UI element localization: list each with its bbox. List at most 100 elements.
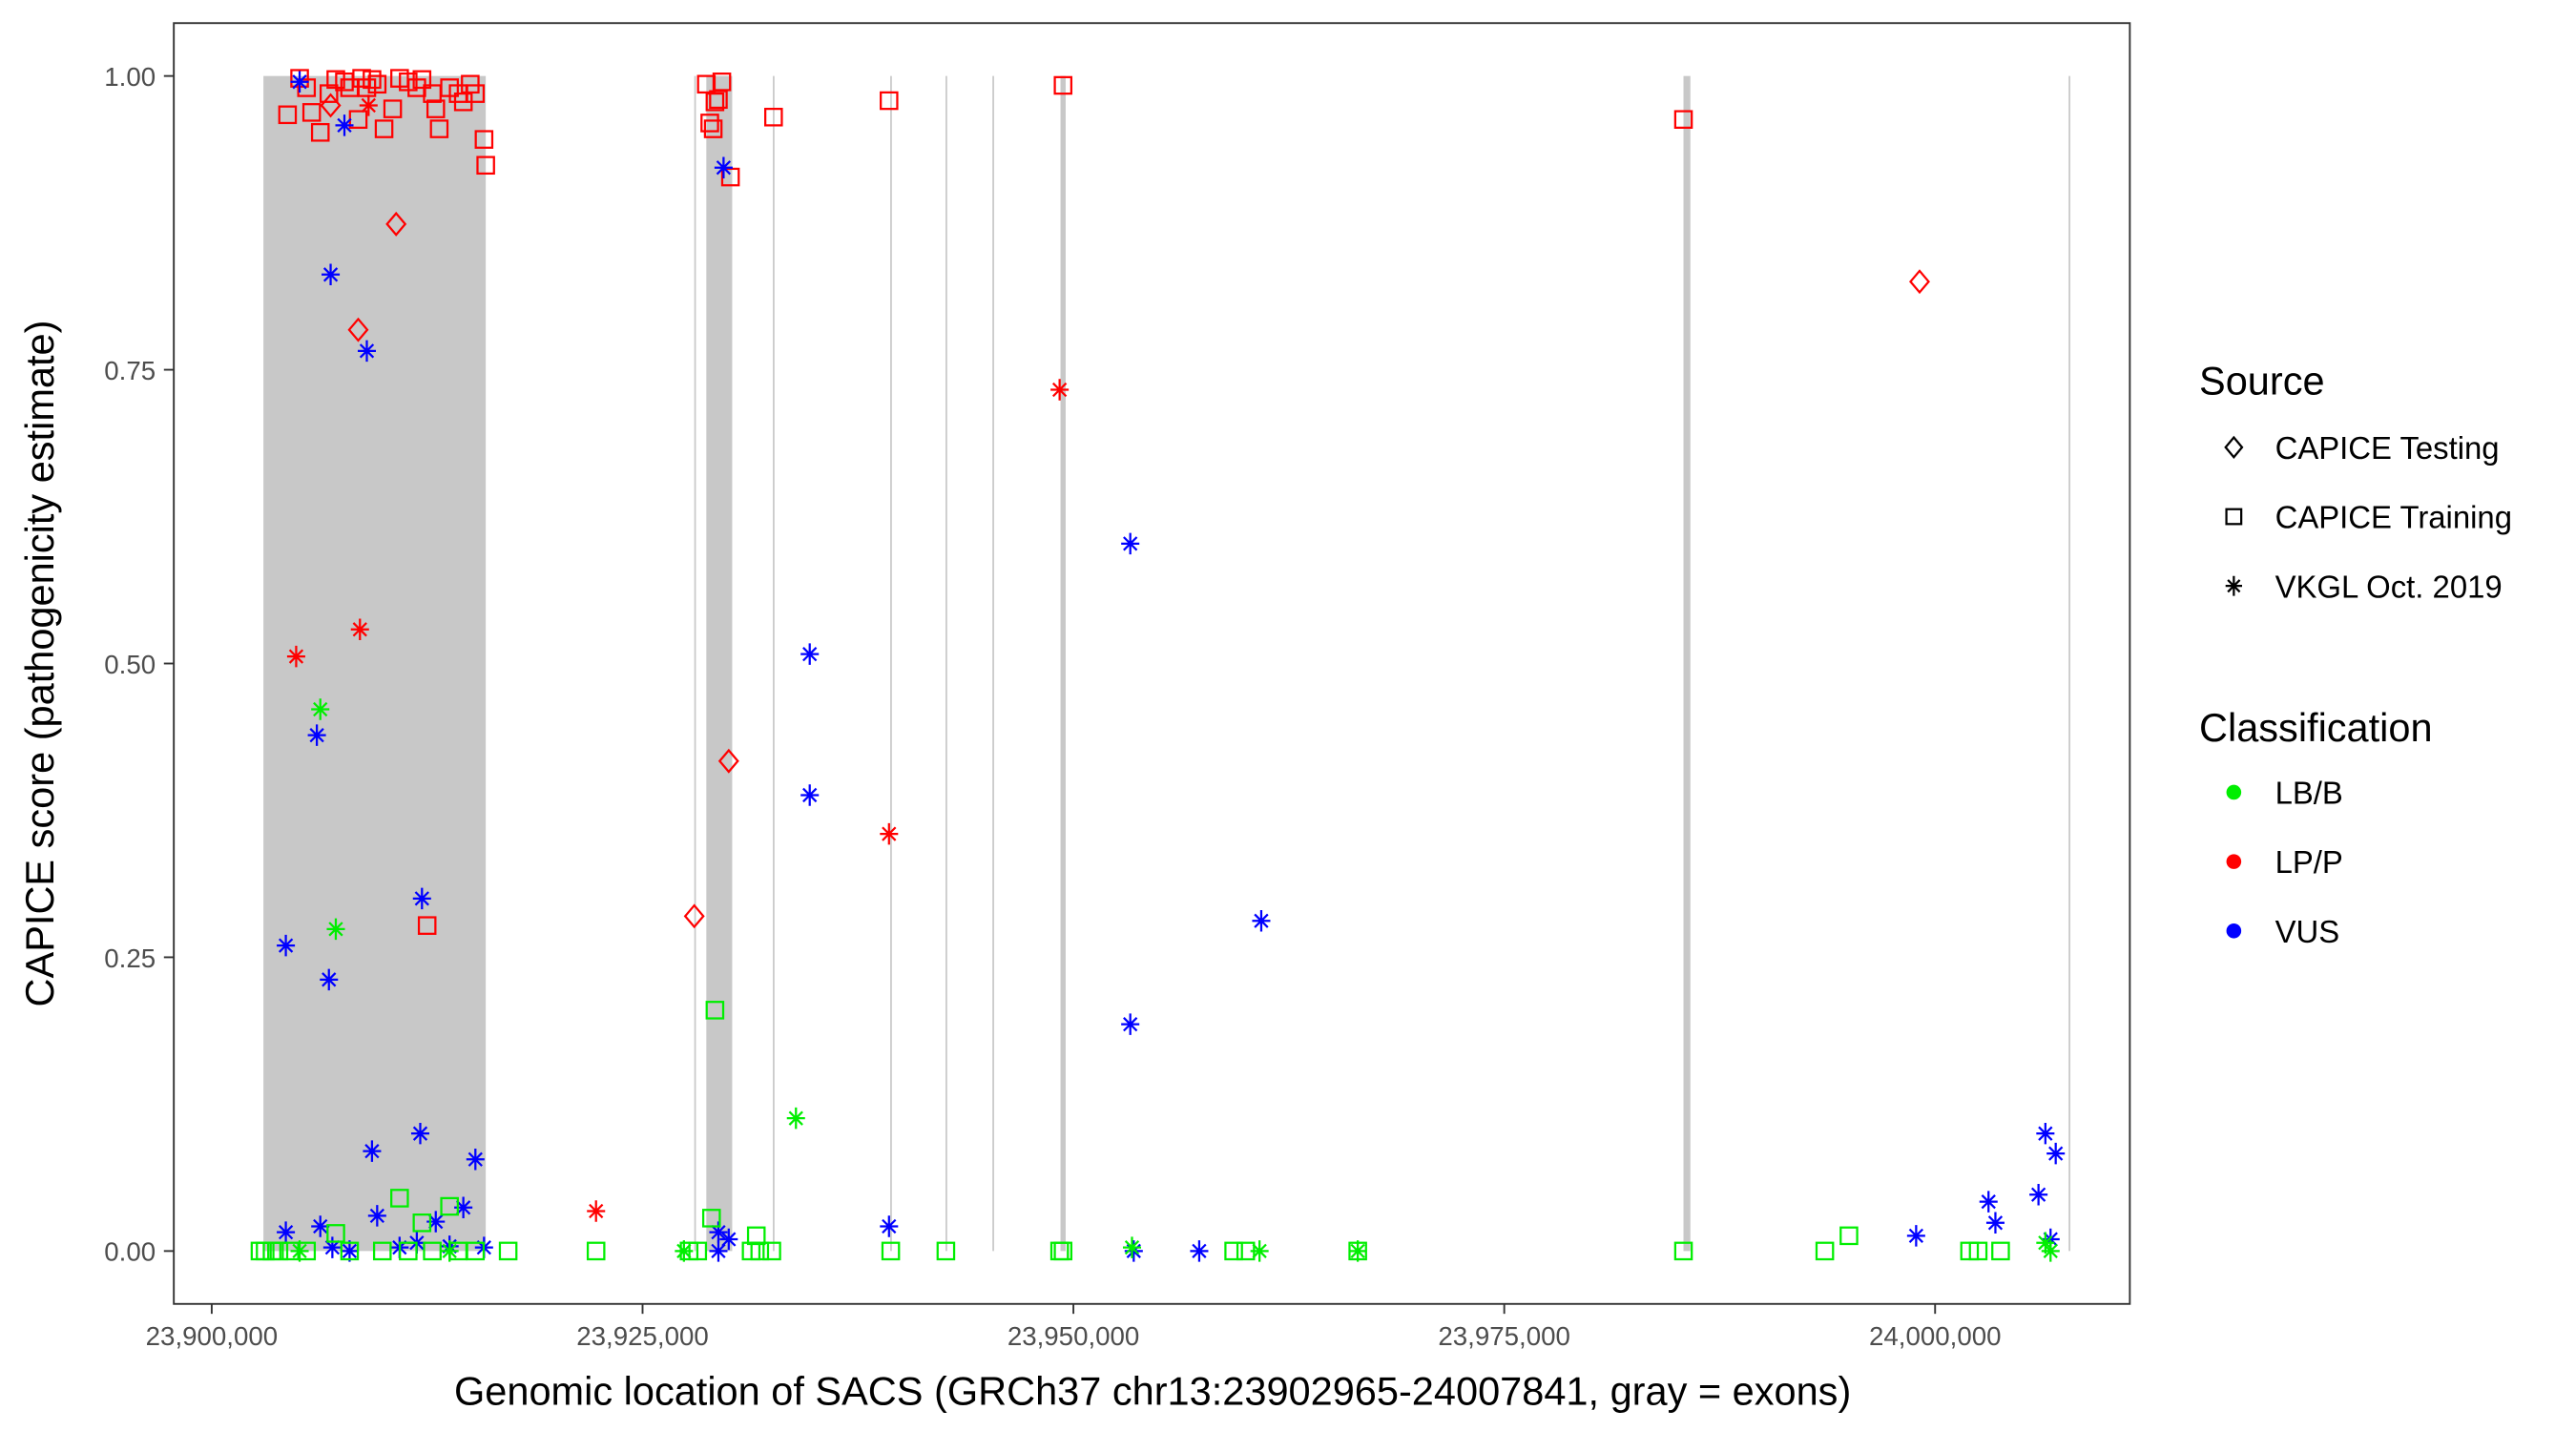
data-point-square (399, 1241, 418, 1261)
data-point-square (1839, 1226, 1859, 1246)
data-point-asterisk (326, 918, 345, 941)
data-point-square (880, 91, 899, 111)
data-point-asterisk (311, 698, 330, 720)
x-tick-label: 24,000,000 (1869, 1321, 2002, 1351)
data-point-asterisk (1250, 1240, 1269, 1262)
data-point-square (709, 90, 728, 110)
data-point-square (310, 122, 330, 142)
exon-band (773, 75, 775, 1252)
data-point-square (700, 114, 719, 133)
data-point-asterisk (786, 1107, 805, 1130)
data-point-square (1348, 1241, 1367, 1261)
legend-dot-icon (2226, 923, 2242, 939)
data-point-asterisk (311, 1215, 330, 1237)
data-point-square (701, 1209, 721, 1228)
data-point-square (423, 1241, 442, 1261)
data-point-asterisk (322, 1236, 342, 1258)
data-point-square (297, 78, 317, 97)
data-point-square (1673, 110, 1693, 129)
data-point-square (367, 74, 387, 94)
data-point-asterisk (359, 94, 378, 116)
data-point-asterisk (800, 784, 820, 806)
data-point-square (461, 74, 480, 94)
data-point-diamond (347, 317, 369, 342)
data-point-square (720, 167, 740, 187)
data-point-asterisk (2041, 1240, 2060, 1262)
data-point-asterisk (277, 934, 296, 957)
legend-source-label: CAPICE Testing (2275, 430, 2500, 466)
exon-band (945, 75, 947, 1252)
data-point-asterisk (1985, 1212, 2005, 1234)
legend-source-label: CAPICE Training (2275, 500, 2512, 535)
exon-band (706, 75, 733, 1252)
data-point-asterisk (410, 1122, 429, 1145)
data-point-square (426, 99, 446, 118)
data-point-square (586, 1241, 606, 1261)
data-point-asterisk (350, 618, 369, 641)
data-point-square (363, 70, 382, 90)
data-point-asterisk (286, 645, 305, 668)
x-tick-label: 23,925,000 (576, 1321, 709, 1351)
data-point-asterisk (587, 1200, 606, 1222)
data-point-asterisk (367, 1205, 386, 1227)
legend-source-title: Source (2199, 358, 2325, 403)
data-point-asterisk (1121, 1013, 1140, 1035)
exon-band (694, 75, 696, 1252)
data-point-square (688, 1241, 708, 1261)
legend-dot-icon (2226, 854, 2242, 869)
exon-band (890, 75, 892, 1252)
data-point-asterisk (412, 887, 431, 910)
data-point-square (881, 1241, 901, 1261)
data-point-square (319, 84, 339, 103)
data-point-square (278, 105, 298, 125)
data-point-asterisk (466, 1149, 485, 1171)
x-tick-label: 23,950,000 (1008, 1321, 1140, 1351)
data-point-asterisk (1121, 532, 1140, 555)
data-point-diamond (683, 903, 705, 929)
data-point-square (712, 73, 732, 92)
data-point-square (372, 1241, 392, 1261)
exon-band (992, 75, 994, 1252)
data-point-asterisk (322, 263, 341, 286)
data-point-asterisk (2036, 1122, 2055, 1145)
data-point-square (301, 103, 322, 122)
data-point-square (326, 1224, 345, 1243)
data-point-asterisk (714, 156, 733, 178)
data-point-asterisk (2041, 1228, 2060, 1251)
data-point-square (1224, 1241, 1243, 1261)
y-tick-label: 0.25 (104, 944, 156, 973)
data-point-asterisk (454, 1196, 473, 1219)
legend: Source CAPICE Testing CAPICE Training VKGL… (2199, 358, 2512, 948)
exon-band (1060, 75, 1066, 1252)
data-point-square (1053, 1241, 1073, 1261)
data-point-asterisk (719, 1228, 738, 1251)
exon-band (263, 75, 487, 1252)
data-point-asterisk (277, 1221, 296, 1243)
data-point-square (440, 1196, 459, 1216)
data-point-asterisk (1122, 1236, 1142, 1258)
data-point-square (429, 119, 449, 138)
y-tick-label: 0.75 (104, 356, 156, 385)
data-point-square (1815, 1241, 1835, 1261)
legend-source-label: VKGL Oct. 2019 (2275, 569, 2503, 604)
legend-class-label: LB/B (2275, 776, 2343, 811)
data-point-asterisk (880, 1215, 899, 1237)
data-point-square (746, 1226, 766, 1246)
x-axis: 23,900,000 23,925,000 23,950,000 23,975,000… (146, 1303, 2002, 1351)
data-point-asterisk (1906, 1225, 1925, 1247)
data-point-asterisk (2029, 1183, 2048, 1206)
data-point-square (340, 1241, 360, 1261)
data-point-asterisk (709, 1221, 728, 1243)
data-point-square (936, 1241, 956, 1261)
y-axis: 0.00 0.25 0.50 0.75 1.00 (104, 62, 175, 1267)
data-point-square (297, 1241, 317, 1261)
data-point-asterisk (800, 643, 820, 665)
data-point-diamond (385, 211, 407, 237)
plot-background (174, 23, 2130, 1304)
data-point-diamond (717, 748, 739, 774)
data-point-asterisk (1050, 379, 1070, 401)
x-axis-title: Genomic location of SACS (GRCh37 chr13:2… (454, 1368, 1851, 1413)
data-point-square (390, 1189, 409, 1208)
y-tick-label: 1.00 (104, 62, 156, 92)
